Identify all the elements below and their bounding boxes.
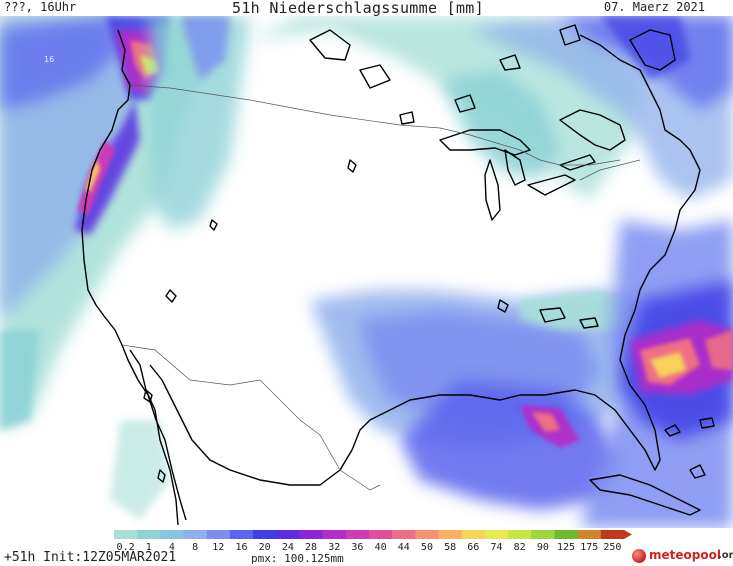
scale-tick-label: 66 [467,542,479,552]
scale-swatch [114,530,138,539]
scale-tick-label: 175 [580,542,598,552]
run-info-label: +51h Init:12Z05MAR2021 [4,550,177,565]
map-header: ???, 16Uhr 51h Niederschlagssumme [mm] 0… [0,0,733,20]
scale-tick-label: 74 [490,542,502,552]
scale-swatch [369,530,393,539]
scale-swatch [183,530,208,539]
scale-swatch [554,530,579,539]
scale-swatch [461,530,486,539]
scale-tick-label: 40 [375,542,387,552]
scale-tick-label: 20 [259,542,271,552]
scale-swatch [392,530,416,539]
scale-tick-label: 36 [351,542,363,552]
scale-tick-label: 50 [421,542,433,552]
scale-swatch [508,530,532,539]
scale-swatch [253,530,277,539]
scale-tick-label: 12 [212,542,224,552]
scale-tick-label: 125 [557,542,575,552]
ocean-label: 16 [44,55,54,64]
scale-tick-label: 16 [235,542,247,552]
scale-tick-label: 90 [537,542,549,552]
logo-brand: meteopool [649,548,721,562]
pmx-label: pmx: 100.125mm [251,552,344,565]
scale-swatch [415,530,440,539]
scale-swatch [531,530,555,539]
scale-swatch [206,530,231,539]
scale-swatch [137,530,161,539]
scale-tick-label: 28 [305,542,317,552]
scale-tick-label: 58 [444,542,456,552]
scale-tick-label: 8 [192,542,198,552]
scale-swatch [322,530,347,539]
scale-swatch [345,530,370,539]
scale-swatch [484,530,509,539]
valid-date-label: 07. Maerz 2021 [603,0,705,14]
map-title: 51h Niederschlagssumme [mm] [232,0,484,17]
forecast-time-label: ???, 16Uhr [4,0,77,14]
scale-tick-label: 0.2 [117,542,135,552]
scale-swatch [299,530,324,539]
scale-swatch [438,530,463,539]
scale-swatch [229,530,254,539]
scale-tick-label: 24 [282,542,294,552]
scale-tick-label: 1 [146,542,152,552]
scale-swatch [160,530,185,539]
scale-tick-label: 250 [603,542,621,552]
scale-tick-label: 4 [169,542,175,552]
scale-swatch [276,530,300,539]
scale-overflow-arrow [624,530,632,539]
globe-icon [632,549,646,563]
scale-tick-label: 82 [514,542,526,552]
precipitation-map: 16 [0,16,733,528]
precip-color-scale: 0.2 1 4 8 12 16 20 24 28 32 36 40 44 50 58 66 74 82 90 125 1… [114,530,632,552]
coastlines [81,24,715,526]
political-borders [121,84,641,491]
scale-swatch [577,530,602,539]
scale-swatch [600,530,625,539]
logo-tld: .org [718,550,733,561]
scale-tick-label: 32 [328,542,340,552]
map-footer: 0.2 1 4 8 12 16 20 24 28 32 36 40 44 50 58 66 74 82 90 125 1… [0,528,733,566]
scale-tick-label: 44 [398,542,410,552]
